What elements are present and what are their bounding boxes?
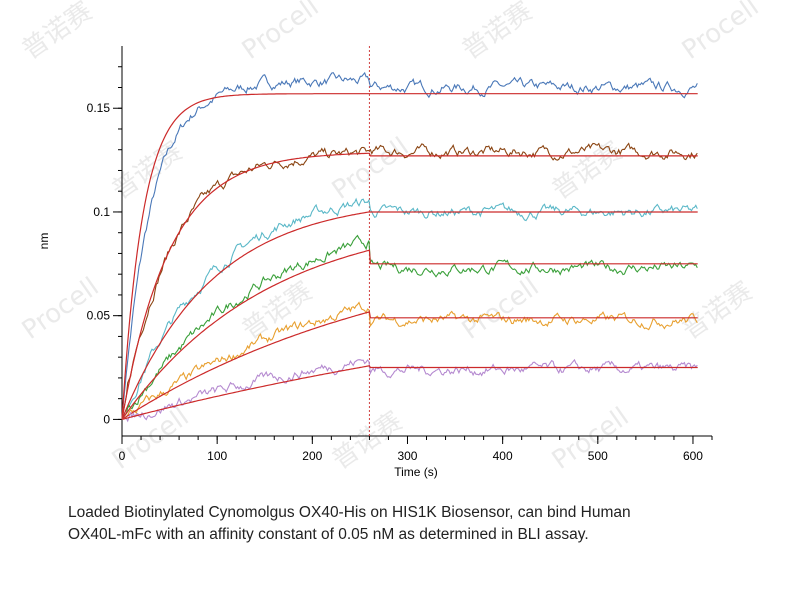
raw-data-curve-1 [121,71,698,420]
x-tick-label: 200 [302,449,322,463]
x-tick-label: 500 [588,449,608,463]
watermark-text: Procell [327,132,415,206]
caption-line-1: Loaded Biotinylated Cynomolgus OX40-His … [68,504,631,521]
fit-curve-curve-3 [121,211,698,420]
figure-caption: Loaded Biotinylated Cynomolgus OX40-His … [68,502,788,546]
raw-data-curve-3 [121,197,698,420]
x-tick-label: 100 [207,449,227,463]
fit-curve-curve-1 [121,93,698,420]
fit-curve-curve-4 [121,249,698,420]
x-tick-label: 300 [397,449,417,463]
fit-curve-curve-5 [121,311,698,420]
y-axis-title: nm [37,233,51,250]
raw-data-curve-2 [121,142,698,420]
x-tick-label: 0 [119,449,126,463]
raw-data-curve-5 [121,301,698,420]
watermark-text: Procell [677,492,765,495]
bli-kinetics-chart: 普诺赛 Procell 普诺赛 Procell 普诺赛 Procell 普诺赛 Procell… [17,0,765,495]
x-tick-label: 400 [493,449,513,463]
x-axis-title: Time (s) [394,465,438,479]
chart-series [121,71,698,423]
watermark-text: 普诺赛 [237,276,318,345]
caption-line-2: OX40L-mFc with an affinity constant of 0… [68,526,589,543]
y-tick-label: 0 [103,412,110,426]
raw-data-curve-4 [121,234,698,420]
watermark-text: Procell [457,272,545,346]
watermark-text: 普诺赛 [677,276,758,345]
fit-curve-curve-6 [121,365,698,420]
watermark: 普诺赛 Procell 普诺赛 Procell 普诺赛 Procell 普诺赛 Procell… [17,0,765,495]
chart-axes: 0 0.05 0.1 0.15 0 100 200 300 400 500 600 [87,46,713,463]
watermark-text: Procell [237,0,325,66]
watermark-text: 普诺赛 [17,0,98,66]
watermark-text: 普诺赛 [457,0,538,66]
y-tick-label: 0.05 [87,309,111,323]
y-tick-label: 0.1 [93,205,110,219]
watermark-text: Procell [677,0,765,66]
watermark-text: Procell [107,402,195,476]
x-tick-label: 600 [683,449,703,463]
watermark-text: 普诺赛 [107,136,188,205]
fit-curve-curve-2 [121,152,698,420]
watermark-text: Procell [237,492,325,495]
y-tick-label: 0.15 [87,101,111,115]
